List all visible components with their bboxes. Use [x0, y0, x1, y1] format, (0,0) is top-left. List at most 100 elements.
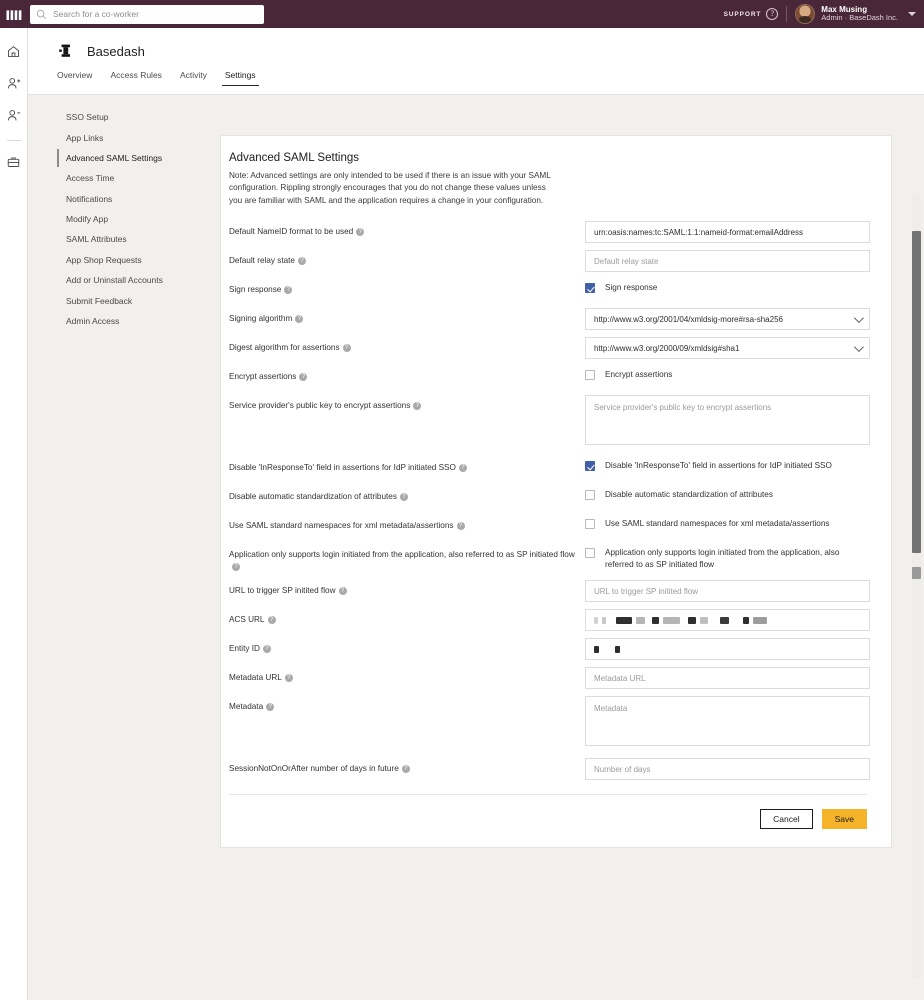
- field-row-digest-algorithm: Digest algorithm for assertions? http://…: [229, 337, 870, 360]
- sidebar-item-sso-setup[interactable]: SSO Setup: [66, 112, 109, 123]
- session-not-on-or-after-input[interactable]: [585, 758, 870, 781]
- encrypt-assertions-checkbox-row[interactable]: Encrypt assertions: [585, 366, 867, 381]
- person-add-icon[interactable]: [3, 72, 25, 94]
- tab-access-rules[interactable]: Access Rules: [110, 70, 162, 80]
- sidebar-item-modify-app[interactable]: Modify App: [66, 214, 109, 225]
- sidebar-item-app-links[interactable]: App Links: [66, 132, 104, 143]
- disable-inresponseto-checkbox-row[interactable]: Disable 'InResponseTo' field in assertio…: [585, 457, 867, 472]
- field-label: Default relay state?: [229, 250, 585, 267]
- field-label: Service provider's public key to encrypt…: [229, 395, 585, 412]
- entity-id-input[interactable]: [585, 638, 870, 661]
- field-row-entity-id: Entity ID?: [229, 638, 870, 661]
- sp-initiated-only-checkbox[interactable]: [585, 548, 595, 559]
- field-label: Entity ID?: [229, 638, 585, 655]
- redacted-value: [594, 610, 767, 630]
- tab-overview[interactable]: Overview: [57, 70, 93, 80]
- avatar[interactable]: [795, 4, 816, 24]
- chevron-down-icon[interactable]: [908, 12, 916, 16]
- field-control: [585, 638, 870, 661]
- sidebar-item-saml-attributes[interactable]: SAML Attributes: [66, 234, 127, 245]
- search-box[interactable]: [30, 4, 264, 24]
- sidebar-item-add-or-uninstall-accounts[interactable]: Add or Uninstall Accounts: [66, 275, 163, 286]
- help-icon[interactable]: ?: [267, 616, 276, 625]
- sp-public-key-textarea[interactable]: [585, 395, 870, 446]
- saml-namespaces-checkbox[interactable]: [585, 519, 595, 530]
- disable-standardization-checkbox-row[interactable]: Disable automatic standardization of att…: [585, 486, 867, 501]
- briefcase-icon[interactable]: [3, 151, 25, 173]
- advanced-saml-settings-card: Advanced SAML Settings Note: Advanced se…: [220, 135, 892, 849]
- scrollbar-thumb[interactable]: [912, 231, 921, 553]
- help-icon[interactable]: ?: [342, 344, 351, 353]
- saml-namespaces-checkbox-row[interactable]: Use SAML standard namespaces for xml met…: [585, 515, 867, 530]
- nameid-format-input[interactable]: [585, 221, 870, 244]
- help-icon[interactable]: ?: [262, 645, 271, 654]
- field-row-default-relay-state: Default relay state?: [229, 250, 870, 273]
- metadata-textarea[interactable]: [585, 696, 870, 747]
- user-meta: Max Musing Admin · BaseDash Inc.: [821, 5, 898, 23]
- sidebar-item-notifications[interactable]: Notifications: [66, 193, 113, 204]
- field-row-metadata: Metadata?: [229, 696, 870, 751]
- field-label-text: Entity ID: [229, 644, 260, 654]
- acs-url-input[interactable]: [585, 609, 870, 632]
- sp-flow-url-input[interactable]: [585, 580, 870, 603]
- help-icon[interactable]: ?: [298, 257, 306, 266]
- signing-algorithm-select[interactable]: http://www.w3.org/2001/04/xmldsig-more#r…: [585, 308, 870, 331]
- field-row-nameid-format: Default NameID format to be used?: [229, 221, 870, 244]
- user-name: Max Musing: [821, 5, 868, 15]
- field-row-metadata-url: Metadata URL?: [229, 667, 870, 690]
- field-label-text: Disable automatic standardization of att…: [229, 492, 397, 502]
- question-mark-icon[interactable]: ?: [766, 8, 779, 20]
- home-icon[interactable]: [3, 40, 25, 62]
- left-icon-rail: [0, 28, 28, 1000]
- cancel-button[interactable]: Cancel: [760, 809, 813, 830]
- help-icon[interactable]: ?: [401, 765, 410, 774]
- help-icon[interactable]: ?: [232, 563, 240, 572]
- help-icon[interactable]: ?: [413, 402, 422, 411]
- metadata-url-input[interactable]: [585, 667, 870, 690]
- field-label: Use SAML standard namespaces for xml met…: [229, 515, 585, 532]
- app-title-row: Basedash: [28, 28, 924, 60]
- save-button[interactable]: Save: [821, 809, 867, 830]
- sidebar-item-advanced-saml-settings[interactable]: Advanced SAML Settings: [57, 148, 217, 168]
- help-icon[interactable]: ?: [399, 493, 408, 502]
- help-icon[interactable]: ?: [456, 522, 465, 531]
- default-relay-state-input[interactable]: [585, 250, 870, 273]
- disable-inresponseto-checkbox[interactable]: [585, 461, 595, 472]
- field-label-text: Digest algorithm for assertions: [229, 343, 340, 353]
- digest-algorithm-select[interactable]: http://www.w3.org/2000/09/xmldsig#sha1: [585, 337, 870, 360]
- field-control: Use SAML standard namespaces for xml met…: [585, 515, 867, 530]
- help-icon[interactable]: ?: [284, 286, 293, 295]
- sp-initiated-only-checkbox-row[interactable]: Application only supports login initiate…: [585, 544, 867, 571]
- user-role: Admin · BaseDash Inc.: [821, 13, 898, 23]
- sidebar-item-submit-feedback[interactable]: Submit Feedback: [66, 295, 133, 306]
- field-control: [585, 395, 870, 450]
- help-icon[interactable]: ?: [356, 228, 365, 237]
- field-label: Metadata URL?: [229, 667, 585, 684]
- help-icon[interactable]: ?: [295, 315, 304, 324]
- field-control: Disable 'InResponseTo' field in assertio…: [585, 457, 867, 472]
- support-label[interactable]: SUPPORT: [723, 10, 762, 18]
- field-label: Encrypt assertions?: [229, 366, 585, 383]
- disable-standardization-checkbox[interactable]: [585, 490, 595, 501]
- vertical-scrollbar[interactable]: [912, 195, 921, 978]
- help-icon[interactable]: ?: [458, 464, 467, 473]
- person-remove-icon[interactable]: [3, 104, 25, 126]
- search-input[interactable]: [53, 9, 258, 19]
- chevron-down-icon: [853, 342, 864, 353]
- rippling-logo-icon[interactable]: [0, 0, 28, 28]
- sidebar-item-admin-access[interactable]: Admin Access: [66, 315, 120, 326]
- help-icon[interactable]: ?: [338, 587, 347, 596]
- sign-response-checkbox-row[interactable]: Sign response: [585, 279, 867, 294]
- help-icon[interactable]: ?: [284, 674, 293, 683]
- sign-response-checkbox[interactable]: [585, 283, 595, 294]
- help-icon[interactable]: ?: [266, 703, 275, 712]
- encrypt-assertions-checkbox[interactable]: [585, 370, 595, 381]
- tab-activity[interactable]: Activity: [179, 70, 207, 80]
- sidebar-item-app-shop-requests[interactable]: App Shop Requests: [66, 254, 142, 265]
- field-label-text: Application only supports login initiate…: [229, 550, 575, 560]
- scrollbar-thumb-secondary[interactable]: [912, 567, 921, 579]
- sidebar-item-access-time[interactable]: Access Time: [66, 173, 115, 184]
- help-icon[interactable]: ?: [299, 373, 308, 382]
- tab-settings[interactable]: Settings: [216, 70, 265, 86]
